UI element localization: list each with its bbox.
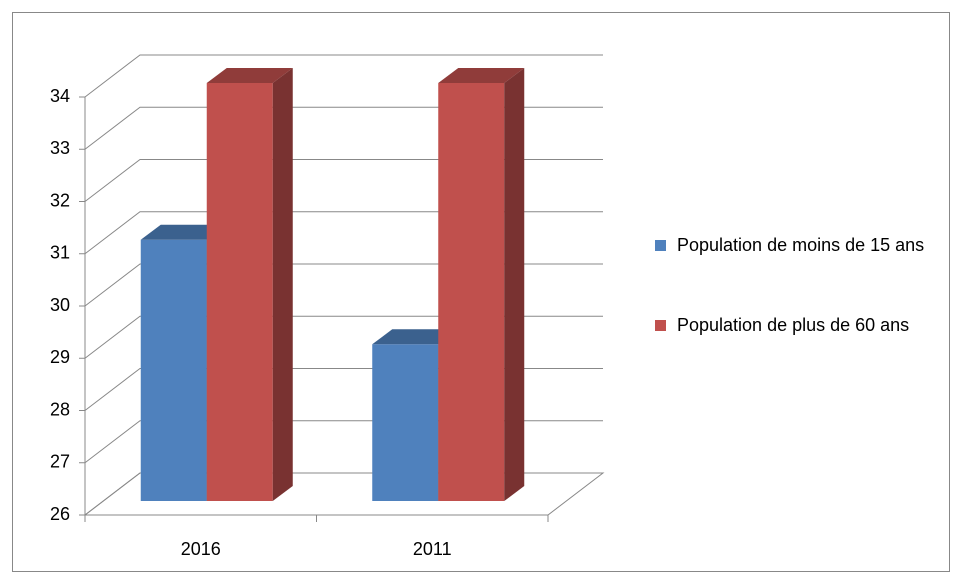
bar-top — [438, 68, 525, 83]
y-tick-label: 28 — [50, 399, 70, 419]
x-tick-label: 2011 — [413, 539, 452, 559]
bar-top — [206, 68, 293, 83]
bar-front — [140, 239, 207, 501]
y-tick-label: 27 — [50, 452, 70, 472]
grid-line — [84, 106, 603, 150]
legend-swatch — [655, 240, 666, 251]
y-tick-label: 31 — [50, 243, 70, 263]
legend-label: Population de moins de 15 ans — [677, 235, 925, 255]
legend-swatch — [655, 320, 666, 331]
bar-front — [372, 344, 439, 501]
bar — [206, 68, 293, 501]
y-tick-label: 33 — [50, 138, 70, 158]
chart-border — [12, 12, 950, 572]
legend-entry: Population de moins de 15 ans — [655, 228, 945, 263]
bar-side — [504, 68, 525, 501]
y-tick-label: 32 — [50, 190, 70, 210]
legend-label: Population de plus de 60 ans — [677, 315, 910, 335]
bar-side — [272, 68, 293, 501]
grid-line — [84, 54, 603, 98]
bar — [140, 224, 227, 501]
y-tick-label: 30 — [50, 295, 70, 315]
bar-top — [372, 329, 459, 345]
bar-front — [206, 83, 273, 501]
bar-top — [140, 224, 227, 240]
grid-line — [84, 159, 603, 202]
bar — [438, 68, 525, 501]
x-tick-label: 2016 — [181, 539, 221, 559]
y-tick-label: 34 — [50, 86, 70, 106]
y-tick-label: 29 — [50, 347, 70, 367]
legend-entry: Population de plus de 60 ans — [655, 308, 945, 343]
bar-front — [438, 83, 505, 501]
y-tick-label: 26 — [50, 504, 70, 524]
